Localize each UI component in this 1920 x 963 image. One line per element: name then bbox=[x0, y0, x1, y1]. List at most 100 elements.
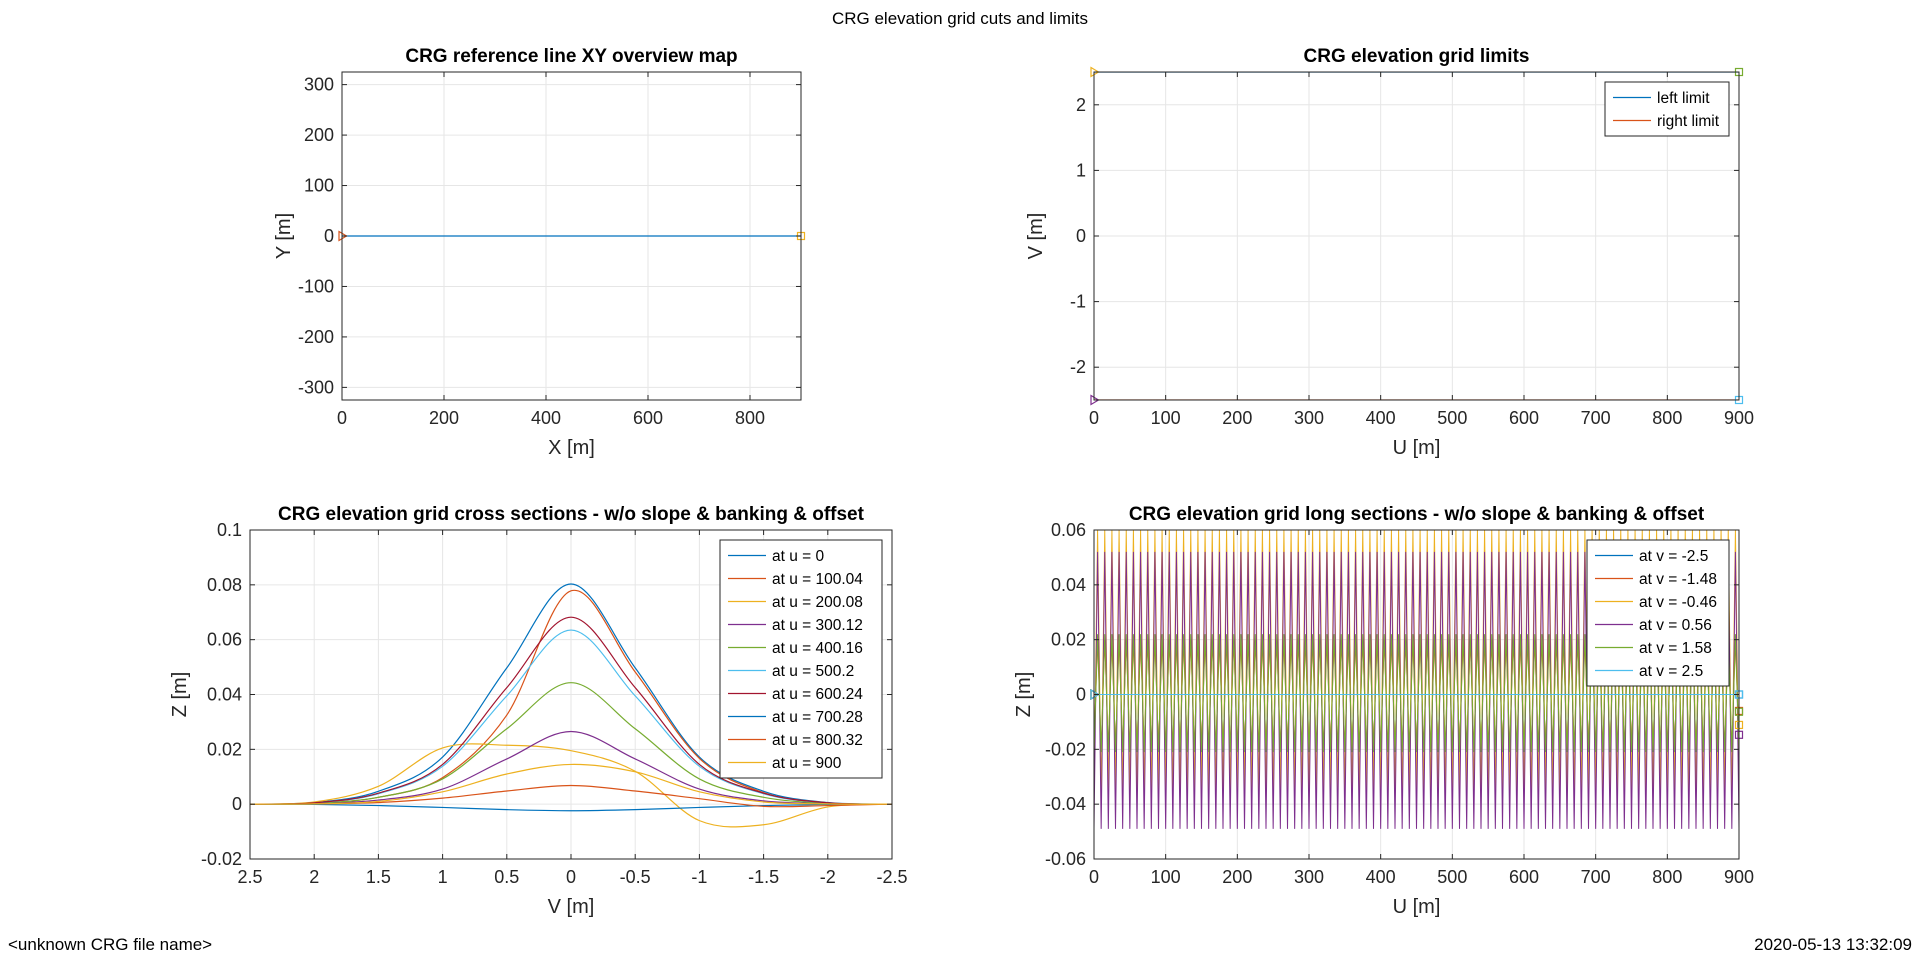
y-tick-label: 0.02 bbox=[1051, 630, 1086, 650]
y-tick-label: 1 bbox=[1076, 160, 1086, 180]
y-tick-label: 0.02 bbox=[207, 739, 242, 759]
x-tick-label: 100 bbox=[1151, 867, 1181, 887]
legend-entry: at u = 600.24 bbox=[772, 686, 863, 703]
series-line bbox=[250, 730, 892, 805]
x-tick-label: 400 bbox=[531, 408, 561, 428]
legend-box bbox=[719, 539, 883, 779]
y-tick-label: 0.06 bbox=[207, 630, 242, 650]
legend-entry: at u = 400.16 bbox=[772, 640, 863, 657]
series-line bbox=[1094, 551, 1739, 829]
y-axis-label: Z [m] bbox=[1013, 672, 1035, 718]
x-axis-label: V [m] bbox=[548, 896, 595, 918]
legend-box bbox=[1586, 539, 1730, 687]
x-tick-label: 700 bbox=[1581, 867, 1611, 887]
y-tick-label: -200 bbox=[298, 327, 334, 347]
y-tick-label: 300 bbox=[304, 75, 334, 95]
x-tick-label: 200 bbox=[1222, 408, 1252, 428]
series-line bbox=[1094, 634, 1739, 753]
x-tick-label: 100 bbox=[1151, 408, 1181, 428]
legend-entry: at u = 700.28 bbox=[772, 709, 863, 726]
x-tick-label: 0 bbox=[337, 408, 347, 428]
x-tick-label: 500 bbox=[1437, 408, 1467, 428]
start-marker bbox=[1090, 688, 1100, 701]
plot-title: CRG elevation grid cross sections - w/o … bbox=[278, 504, 865, 525]
series-line bbox=[250, 803, 892, 812]
x-tick-label: 0 bbox=[1089, 867, 1099, 887]
legend-entry: at u = 800.32 bbox=[772, 732, 863, 749]
x-tick-label: 400 bbox=[1366, 867, 1396, 887]
y-axis-label: Y [m] bbox=[273, 213, 295, 259]
y-tick-label: -1 bbox=[1070, 292, 1086, 312]
y-tick-label: -0.04 bbox=[1045, 794, 1086, 814]
x-tick-label: 200 bbox=[1222, 867, 1252, 887]
y-tick-label: 2 bbox=[1076, 95, 1086, 115]
y-tick-label: 0.08 bbox=[207, 575, 242, 595]
plot-cross: 2.5 2 1.5 1 0.5 0 -0.5 -1 -1.5 -2 -2.5 -0.02 0 0.02 0.… bbox=[169, 504, 908, 918]
legend: at v = -2.5 at v = -1.48 at v = -0.46 at v … bbox=[1586, 539, 1730, 687]
legend-entry: at u = 500.2 bbox=[772, 663, 854, 680]
x-tick-label: -2.5 bbox=[876, 867, 907, 887]
y-tick-label: -0.02 bbox=[1045, 739, 1086, 759]
x-tick-label: 2 bbox=[309, 867, 319, 887]
y-tick-label: 0.1 bbox=[217, 520, 242, 540]
x-tick-label: 600 bbox=[633, 408, 663, 428]
series-group bbox=[1094, 530, 1739, 829]
legend: left limit right limit bbox=[1604, 81, 1730, 137]
x-axis-label: X [m] bbox=[548, 437, 595, 459]
legend-entry: left limit bbox=[1657, 90, 1710, 107]
legend-entry: at u = 200.08 bbox=[772, 594, 863, 611]
y-tick-label: -100 bbox=[298, 276, 334, 296]
x-tick-label: 900 bbox=[1724, 408, 1754, 428]
series-line bbox=[250, 743, 892, 828]
x-tick-label: 800 bbox=[735, 408, 765, 428]
x-tick-label: 300 bbox=[1294, 867, 1324, 887]
x-tick-label: 800 bbox=[1652, 408, 1682, 428]
y-tick-label: -0.06 bbox=[1045, 849, 1086, 869]
x-tick-label: 1 bbox=[438, 867, 448, 887]
legend-entry: at v = 0.56 bbox=[1639, 617, 1712, 634]
figure-title: CRG elevation grid cuts and limits bbox=[832, 9, 1088, 28]
y-tick-label: 0.04 bbox=[1051, 575, 1086, 595]
y-axis-label: V [m] bbox=[1025, 213, 1047, 260]
x-tick-label: 300 bbox=[1294, 408, 1324, 428]
x-tick-label: 2.5 bbox=[237, 867, 262, 887]
legend-entry: at u = 100.04 bbox=[772, 571, 863, 588]
footer-file-name: <unknown CRG file name> bbox=[8, 935, 212, 954]
series-line bbox=[250, 583, 892, 805]
legend-entry: right limit bbox=[1657, 113, 1720, 130]
series-line bbox=[250, 763, 892, 805]
y-tick-label: 0 bbox=[324, 226, 334, 246]
start-marker bbox=[338, 230, 348, 242]
legend-box bbox=[1604, 81, 1730, 137]
legend-entry: at v = -0.46 bbox=[1639, 594, 1717, 611]
y-tick-label: -2 bbox=[1070, 357, 1086, 377]
start-marker bbox=[1090, 66, 1100, 78]
series-group bbox=[250, 583, 892, 828]
plot-limits: 0 100 200 300 400 500 600 700 800 900 -2 -1 0 1 2 CRG e… bbox=[1025, 46, 1754, 459]
y-tick-label: -0.02 bbox=[201, 849, 242, 869]
legend-entry: at u = 0 bbox=[772, 548, 825, 565]
legend-entry: at v = -2.5 bbox=[1639, 548, 1708, 565]
x-axis-label: U [m] bbox=[1393, 437, 1441, 459]
y-tick-label: 0.04 bbox=[207, 685, 242, 705]
series-line bbox=[250, 616, 892, 805]
x-tick-label: 0 bbox=[566, 867, 576, 887]
x-tick-label: 0.5 bbox=[494, 867, 519, 887]
plot-xy: 0 200 400 600 800 -300 -200 -100 0 100 200 300 CRG r… bbox=[273, 46, 806, 459]
x-tick-label: 200 bbox=[429, 408, 459, 428]
x-tick-label: 400 bbox=[1366, 408, 1396, 428]
y-tick-label: 0.06 bbox=[1051, 520, 1086, 540]
y-tick-label: -300 bbox=[298, 377, 334, 397]
x-tick-label: 1.5 bbox=[366, 867, 391, 887]
x-tick-label: 900 bbox=[1724, 867, 1754, 887]
plot-title: CRG reference line XY overview map bbox=[405, 46, 737, 67]
x-tick-label: 700 bbox=[1581, 408, 1611, 428]
legend: at u = 0 at u = 100.04 at u = 200.08 at u =… bbox=[719, 539, 883, 779]
y-tick-label: 0 bbox=[1076, 685, 1086, 705]
x-tick-label: -2 bbox=[820, 867, 836, 887]
plot-title: CRG elevation grid long sections - w/o s… bbox=[1129, 504, 1705, 525]
x-tick-label: -1 bbox=[691, 867, 707, 887]
y-axis-label: Z [m] bbox=[169, 672, 191, 718]
series-line bbox=[250, 682, 892, 805]
